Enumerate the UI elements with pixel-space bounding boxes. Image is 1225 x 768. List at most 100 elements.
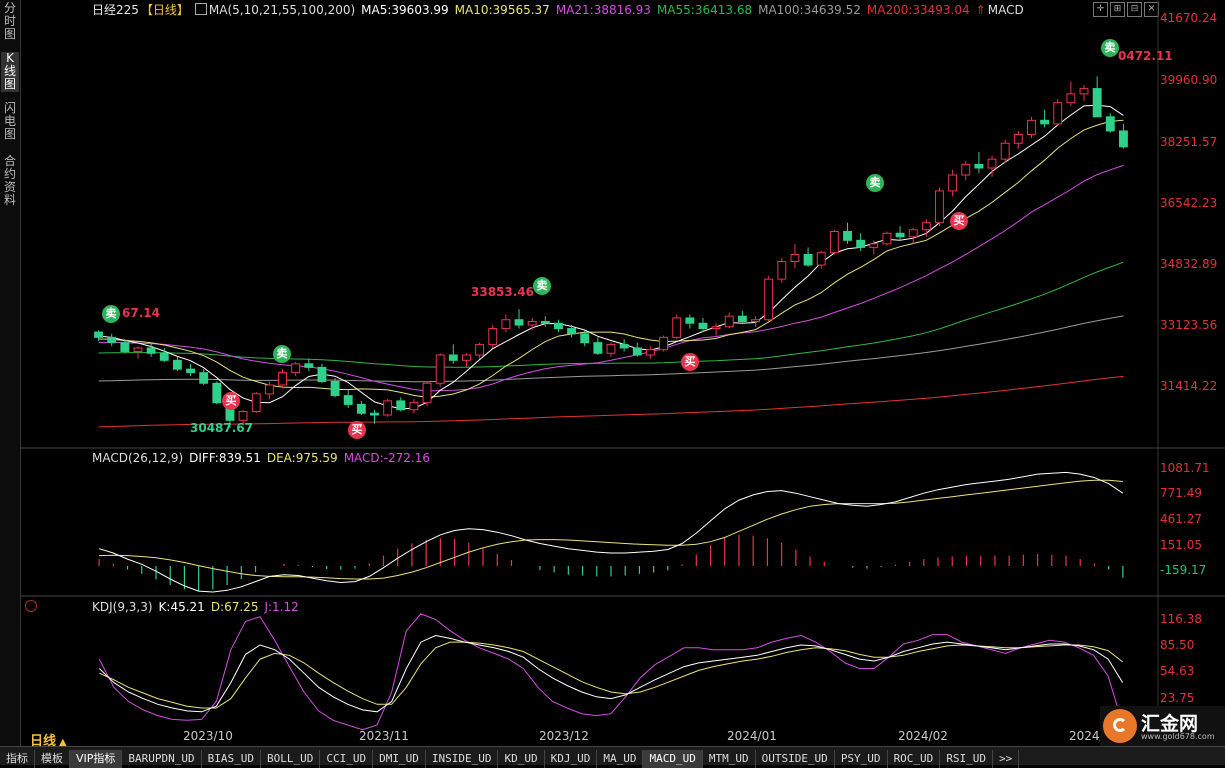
tab-barupdn[interactable]: BARUPDN_UD — [122, 750, 202, 768]
price-tick: 33123.56 — [1160, 318, 1218, 332]
candle-body — [448, 354, 458, 361]
tab-timeshare[interactable]: 分时图 — [3, 1, 16, 41]
candle-body — [488, 328, 498, 345]
candle-body — [1079, 88, 1089, 95]
j-value: J:1.12 — [264, 600, 299, 614]
crosshair-icon[interactable]: ✛ — [1093, 2, 1108, 17]
candle-body — [1066, 93, 1076, 104]
zoom-out-icon[interactable]: ⊟ — [1127, 2, 1142, 17]
buy-signal-badge[interactable]: 买 — [950, 212, 968, 230]
dea-line — [99, 479, 1123, 580]
candle-body — [238, 410, 248, 421]
macd-params: MACD(26,12,9) — [92, 451, 184, 465]
candle-body — [672, 317, 682, 338]
tab-psy[interactable]: PSY_UD — [835, 750, 888, 768]
candle-body — [1092, 88, 1102, 118]
ma-toggle-icon[interactable] — [194, 3, 207, 15]
zoom-in-icon[interactable]: ⊞ — [1110, 2, 1125, 17]
candle-body — [462, 354, 471, 361]
settings-icon[interactable] — [25, 600, 37, 612]
indicator-tab-bar: 指标 模板 VIP指标 BARUPDN_UD BIAS_UD BOLL_UD CCI_UD D… — [0, 746, 1225, 768]
tab-boll[interactable]: BOLL_UD — [261, 750, 321, 768]
tab-kdj[interactable]: KDJ_UD — [545, 750, 598, 768]
candle-body — [632, 347, 642, 356]
candle-body — [567, 328, 577, 335]
candle-body — [514, 319, 524, 326]
candle-body — [1013, 133, 1023, 144]
ma100-value: MA100:34639.52 — [758, 3, 861, 17]
diff-value: DIFF:839.51 — [189, 451, 261, 465]
sell-signal-badge[interactable]: 卖 — [1101, 39, 1119, 57]
candle-body — [698, 322, 708, 330]
tab-contract-info[interactable]: 合约资料 — [3, 154, 16, 207]
tab-mtm[interactable]: MTM_UD — [703, 750, 756, 768]
tab-dmi[interactable]: DMI_UD — [373, 750, 426, 768]
kdj-tick: 85.50 — [1160, 638, 1195, 652]
k-value: K:45.21 — [158, 600, 205, 614]
price-tick: 41670.24 — [1160, 11, 1218, 25]
candle-body — [330, 380, 340, 397]
price-tick: 31414.22 — [1160, 379, 1218, 393]
candle-body — [501, 319, 511, 330]
ma100-line — [98, 315, 1124, 383]
candle-body — [540, 320, 550, 324]
tab-more[interactable]: >> — [993, 750, 1020, 768]
candle-body — [974, 163, 984, 169]
tab-ma[interactable]: MA_UD — [597, 750, 644, 768]
macd-tick: 461.27 — [1160, 512, 1202, 526]
candle-body — [107, 336, 117, 344]
candle-body — [278, 372, 287, 386]
buy-signal-badge[interactable]: 买 — [348, 421, 366, 439]
tab-indicators[interactable]: 指标 — [0, 750, 35, 768]
sell-signal-badge[interactable]: 卖 — [102, 305, 120, 323]
tab-rsi[interactable]: RSI_UD — [940, 750, 994, 768]
triangle-up-icon: ▲ — [59, 737, 67, 748]
tab-bias[interactable]: BIAS_UD — [202, 750, 261, 768]
ma-params: MA(5,10,21,55,100,200) — [208, 3, 356, 17]
tab-macd[interactable]: MACD_UD — [643, 750, 703, 768]
candle-body — [120, 342, 130, 352]
candle-body — [593, 342, 603, 354]
diff-line — [98, 471, 1124, 593]
macd-tag: MACD — [987, 3, 1024, 17]
candle-body — [737, 315, 747, 322]
price-tick: 36542.23 — [1160, 196, 1218, 210]
date-label: 2023/11 — [359, 729, 409, 743]
date-label: 2023/10 — [183, 729, 233, 743]
sell-signal-badge[interactable]: 卖 — [273, 345, 291, 363]
candle-body — [172, 359, 182, 370]
tab-flash[interactable]: 闪电图 — [3, 101, 16, 141]
sell-signal-badge[interactable]: 卖 — [533, 277, 551, 295]
tab-outside[interactable]: OUTSIDE_UD — [756, 750, 835, 768]
period-selector[interactable]: 日线 ▲ — [30, 730, 67, 749]
kline-chart[interactable] — [20, 0, 1225, 746]
logo-url: www.gold678.com — [1141, 732, 1215, 741]
tab-template[interactable]: 模板 — [35, 750, 70, 768]
logo-name: 汇金网 — [1141, 713, 1199, 735]
up-arrow-icon: ⇑ — [975, 3, 986, 17]
candle-body — [843, 231, 852, 241]
tab-kd[interactable]: KD_UD — [498, 750, 545, 768]
sell-signal-badge[interactable]: 卖 — [866, 174, 884, 192]
candle-body — [343, 395, 353, 405]
buy-signal-badge[interactable]: 买 — [681, 353, 699, 371]
candle-body — [422, 382, 432, 404]
tab-vip-indicators[interactable]: VIP指标 — [70, 750, 123, 768]
candle-body — [829, 231, 839, 254]
macd-tick: 151.05 — [1160, 538, 1202, 552]
candle-body — [304, 363, 314, 368]
candle-body — [475, 343, 485, 356]
candle-body — [685, 317, 695, 324]
ma21-line — [98, 164, 1124, 392]
date-label: 2024/01 — [727, 729, 777, 743]
tab-inside[interactable]: INSIDE_UD — [426, 750, 499, 768]
candle-body — [146, 347, 156, 354]
buy-signal-badge[interactable]: 买 — [222, 392, 240, 410]
tab-roc[interactable]: ROC_UD — [888, 750, 941, 768]
candle-body — [1105, 116, 1115, 132]
candle-body — [186, 368, 195, 374]
k-line — [98, 634, 1124, 713]
j-line — [98, 613, 1124, 731]
tab-cci[interactable]: CCI_UD — [320, 750, 374, 768]
